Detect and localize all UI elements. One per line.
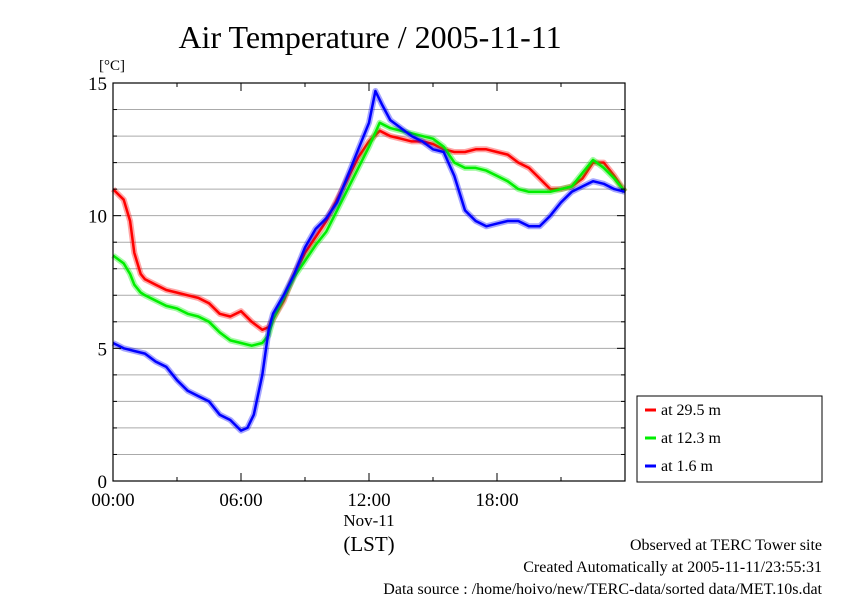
y-tick-label: 0 [98, 472, 108, 493]
footer-observed: Observed at TERC Tower site [630, 537, 822, 554]
x-tick-label: 18:00 [475, 490, 518, 511]
series-layer [110, 88, 628, 434]
x-tick-label: 00:00 [91, 490, 134, 511]
chart-title: Air Temperature / 2005-11-11 [178, 19, 561, 55]
grid-lines [113, 109, 625, 455]
series-line [112, 89, 626, 432]
y-tick-label: 5 [98, 339, 108, 360]
x-tick-label: 12:00 [347, 490, 390, 511]
legend-label-29-5m: at 29.5 m [661, 402, 722, 419]
axis-ticks: 0 5 10 15 00:00 06:00 12:00 18:00 [88, 74, 626, 511]
legend-label-12-3m: at 12.3 m [661, 430, 722, 447]
series-line [112, 129, 627, 332]
series-line [112, 121, 626, 347]
legend-box [636, 395, 823, 483]
y-axis-unit: [°C] [99, 58, 125, 74]
y-tick-label: 10 [88, 207, 107, 228]
legend: at 29.5 m at 12.3 m at 1.6 m [636, 395, 823, 483]
footer-source: Data source : /home/hoivo/new/TERC-data/… [383, 581, 822, 595]
y-tick-label: 15 [88, 74, 107, 95]
series-halo [111, 119, 628, 349]
x-date-label: Nov-11 [343, 511, 394, 530]
legend-label-1-6m: at 1.6 m [661, 458, 714, 475]
x-tick-label: 06:00 [219, 490, 262, 511]
series-halo [110, 127, 628, 333]
x-axis-label: (LST) [343, 532, 394, 556]
footer-created: Created Automatically at 2005-11-11/23:5… [523, 559, 822, 576]
